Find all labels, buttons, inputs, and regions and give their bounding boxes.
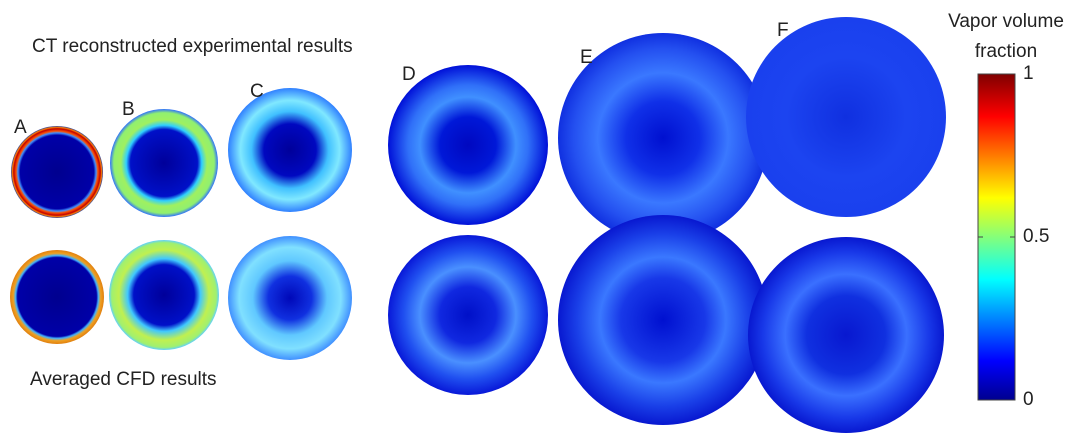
section-image — [109, 240, 219, 350]
section-image — [10, 250, 104, 344]
section-image — [558, 33, 768, 243]
section-image — [11, 126, 103, 218]
section-image — [110, 109, 218, 217]
row-title: CT reconstructed experimental results — [32, 36, 353, 57]
panel-label: A — [14, 117, 27, 138]
panel-label: D — [402, 64, 416, 85]
tick-label: 0.5 — [1023, 226, 1049, 247]
colorbar-ticks: 00.51 — [978, 63, 1049, 410]
tick-label: 0 — [1023, 389, 1034, 410]
section-image — [748, 237, 944, 433]
row-title: Averaged CFD results — [30, 369, 217, 390]
panel-label: E — [580, 47, 593, 68]
panel-label: B — [122, 99, 135, 120]
colorbar-label: fraction — [975, 41, 1037, 62]
experimental-row — [11, 17, 946, 243]
section-image — [388, 235, 548, 395]
tick-label: 1 — [1023, 63, 1034, 84]
section-image — [388, 65, 548, 225]
section-image — [746, 17, 946, 217]
colorbar — [977, 73, 1016, 401]
panel-label: F — [777, 20, 789, 41]
colorbar-label: Vapor volume — [948, 11, 1064, 32]
section-image — [228, 88, 352, 212]
section-image — [558, 215, 768, 425]
cfd-row — [10, 215, 944, 433]
panel-label: C — [250, 81, 264, 102]
section-image — [228, 236, 352, 360]
